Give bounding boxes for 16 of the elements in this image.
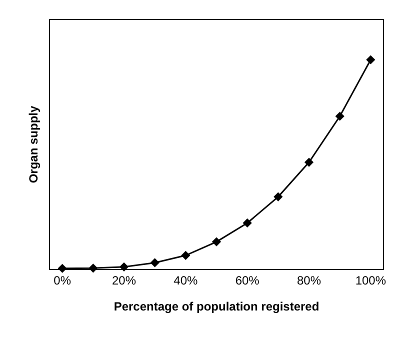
point [335, 112, 344, 121]
x-tick-label: 40% [174, 273, 198, 288]
x-tick-label: 20% [112, 273, 136, 288]
point [274, 192, 283, 202]
y-axis-title: Organ supply [26, 106, 40, 184]
point [242, 218, 252, 228]
x-tick-label: 60% [235, 273, 260, 288]
x-tick-label: 80% [296, 273, 322, 288]
point [150, 258, 160, 268]
x-tick-label: 100% [355, 273, 386, 288]
x-axis-title: Percentage of population registered [114, 299, 320, 314]
point [304, 158, 314, 167]
x-tick-label: 0% [54, 273, 72, 288]
point [366, 55, 376, 64]
point [181, 250, 190, 260]
point [212, 237, 222, 246]
